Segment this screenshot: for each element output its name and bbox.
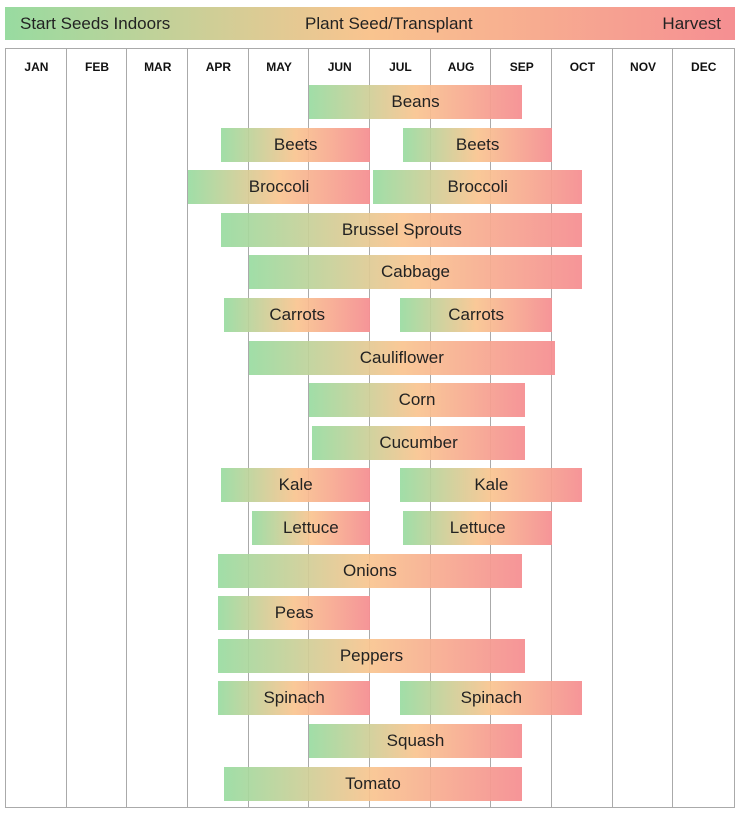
legend-start-label: Start Seeds Indoors [20,14,171,33]
month-label-may: MAY [266,60,292,74]
legend-gradient-bar: Start Seeds Indoors Plant Seed/Transplan… [5,7,735,40]
month-gridline [672,49,674,807]
crop-bar-squash: Squash [309,724,522,758]
crop-bar-label: Cabbage [380,262,450,282]
crop-bar-label: Cauliflower [359,347,444,367]
crop-bar-label: Kale [474,475,509,495]
crop-bar-label: Tomato [345,773,401,793]
legend-plant-label: Plant Seed/Transplant [305,14,473,33]
crop-bar-label: Broccoli [248,177,310,197]
crop-bar-broccoli: Broccoli [188,170,370,205]
crop-bar-label: Lettuce [449,518,506,537]
crop-bar-label: Beets [455,134,500,154]
crop-bar-lettuce: Lettuce [403,511,552,545]
crop-bar-kale: Kale [221,468,370,503]
month-gridline [247,49,249,807]
crop-bar-label: Peas [274,603,314,623]
planting-chart: JAN FEB MAR APR MAY JUN JUL AUG SEP OCT NOV DEC Bean… [5,48,735,808]
crop-bar-onions: Onions [218,553,522,588]
crop-bar-label: Onions [343,560,397,580]
crop-bar-label: Carrots [269,305,326,324]
month-label-dec: DEC [691,60,717,74]
month-gridline [551,49,552,807]
crop-bar-beets: Beets [403,127,552,162]
crop-bar-broccoli: Broccoli [373,170,583,205]
crop-bar-label: Squash [386,731,445,750]
month-label-oct: OCT [569,60,596,74]
month-label-sep: SEP [509,60,534,74]
month-label-jun: JUN [327,60,352,74]
month-label-jul: JUL [389,60,412,74]
crop-bar-spinach: Spinach [218,681,370,716]
crop-bar-spinach: Spinach [400,681,583,716]
crop-bar-corn: Corn [309,383,525,418]
month-gridline [126,49,128,807]
crop-bar-label: Spinach [460,688,523,708]
crop-bar-label: Beets [273,134,318,154]
crop-bar-label: Lettuce [282,518,339,537]
crop-bar-tomato: Tomato [224,766,522,801]
crop-bar-label: Corn [398,390,436,410]
crop-bar-cauliflower: Cauliflower [248,340,556,375]
crop-bar-peas: Peas [218,596,370,631]
month-gridline [187,49,188,807]
crop-bar-label: Broccoli [447,177,508,197]
month-label-nov: NOV [630,60,657,74]
month-label-mar: MAR [144,60,172,74]
month-label-apr: APR [205,60,232,74]
crop-bar-cabbage: Cabbage [248,255,583,290]
crop-bar-beans: Beans [309,85,522,119]
crop-bar-beets: Beets [221,127,370,162]
crop-bar-kale: Kale [400,468,583,503]
crop-bar-label: Cucumber [379,432,458,452]
crop-bar-label: Brussel Sprouts [341,219,462,239]
crop-bar-carrots: Carrots [400,298,552,332]
month-gridline [65,49,67,807]
month-gridline [611,49,613,807]
legend-harvest-label: Harvest [662,14,721,33]
crop-bar-label: Carrots [448,305,505,324]
crop-bar-label: Kale [278,475,313,495]
crop-bar-brussel-sprouts: Brussel Sprouts [221,212,583,247]
crop-bar-label: Peppers [339,645,404,665]
month-label-feb: FEB [85,60,110,74]
month-label-jan: JAN [24,60,49,74]
month-gridline [308,49,310,807]
crop-bar-peppers: Peppers [218,638,525,673]
crop-bar-lettuce: Lettuce [251,511,370,545]
crop-bar-cucumber: Cucumber [312,425,525,460]
crop-bar-carrots: Carrots [224,298,370,332]
crop-bar-label: Spinach [263,688,325,708]
crop-bar-label: Beans [391,92,440,111]
month-label-aug: AUG [447,60,475,74]
